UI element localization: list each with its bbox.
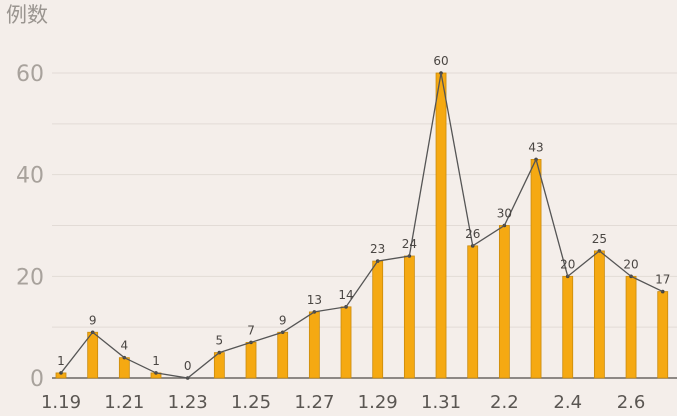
data-label: 5 bbox=[216, 334, 224, 348]
bars bbox=[55, 72, 669, 379]
bar bbox=[308, 311, 320, 379]
y-axis-title: 例数 bbox=[6, 3, 48, 27]
data-label: 14 bbox=[338, 288, 353, 302]
data-label: 25 bbox=[592, 232, 607, 246]
bar bbox=[625, 275, 637, 379]
trend-line bbox=[59, 71, 665, 380]
y-ticks: 0 20 40 60 bbox=[16, 62, 44, 392]
data-labels: 1 9 4 1 0 5 7 9 13 14 23 24 60 26 30 43 20 25 20 17 bbox=[57, 54, 670, 373]
data-label: 23 bbox=[370, 242, 385, 256]
x-tick-label: 1.23 bbox=[168, 392, 208, 413]
bar bbox=[277, 331, 289, 379]
data-label: 7 bbox=[247, 323, 255, 337]
x-tick-label: 1.29 bbox=[358, 392, 398, 413]
data-label: 9 bbox=[89, 313, 97, 327]
data-label: 24 bbox=[402, 237, 417, 251]
bar bbox=[245, 342, 257, 379]
y-tick-label: 40 bbox=[16, 164, 44, 189]
x-tick-label: 1.19 bbox=[41, 392, 81, 413]
x-tick-label: 1.31 bbox=[421, 392, 461, 413]
data-label: 9 bbox=[279, 313, 287, 327]
x-tick-label: 1.25 bbox=[231, 392, 271, 413]
bar bbox=[593, 250, 605, 379]
gridlines bbox=[52, 72, 677, 379]
data-label: 4 bbox=[121, 339, 129, 353]
bar bbox=[498, 225, 510, 379]
data-label: 30 bbox=[497, 207, 512, 221]
bar bbox=[530, 159, 542, 379]
x-ticks: 1.19 1.21 1.23 1.25 1.27 1.29 1.31 2.2 2.4 2.6 bbox=[41, 392, 645, 413]
y-tick-label: 20 bbox=[16, 265, 44, 290]
data-label: 17 bbox=[655, 273, 670, 287]
x-tick-label: 2.4 bbox=[553, 392, 582, 413]
bar bbox=[340, 306, 352, 379]
x-tick-label: 2.2 bbox=[490, 392, 519, 413]
bar bbox=[657, 291, 669, 379]
bar bbox=[213, 352, 225, 379]
x-tick-label: 2.6 bbox=[617, 392, 646, 413]
bar bbox=[562, 275, 574, 379]
bar bbox=[118, 357, 130, 379]
trend-polyline bbox=[60, 72, 664, 379]
data-label: 60 bbox=[433, 54, 448, 68]
data-label: 1 bbox=[57, 354, 65, 368]
data-label: 43 bbox=[528, 140, 543, 154]
data-label: 26 bbox=[465, 227, 480, 241]
x-tick-label: 1.27 bbox=[294, 392, 334, 413]
bar bbox=[403, 255, 415, 379]
data-label: 20 bbox=[560, 257, 575, 271]
data-label: 20 bbox=[623, 257, 638, 271]
bar bbox=[372, 260, 384, 379]
bar bbox=[435, 72, 447, 379]
bar bbox=[467, 245, 479, 379]
data-label: 0 bbox=[184, 359, 192, 373]
y-tick-label: 60 bbox=[16, 62, 44, 87]
data-label: 1 bbox=[152, 354, 160, 368]
data-label: 13 bbox=[307, 293, 322, 307]
y-tick-label: 0 bbox=[30, 367, 44, 392]
bar bbox=[87, 331, 99, 379]
x-tick-label: 1.21 bbox=[104, 392, 144, 413]
